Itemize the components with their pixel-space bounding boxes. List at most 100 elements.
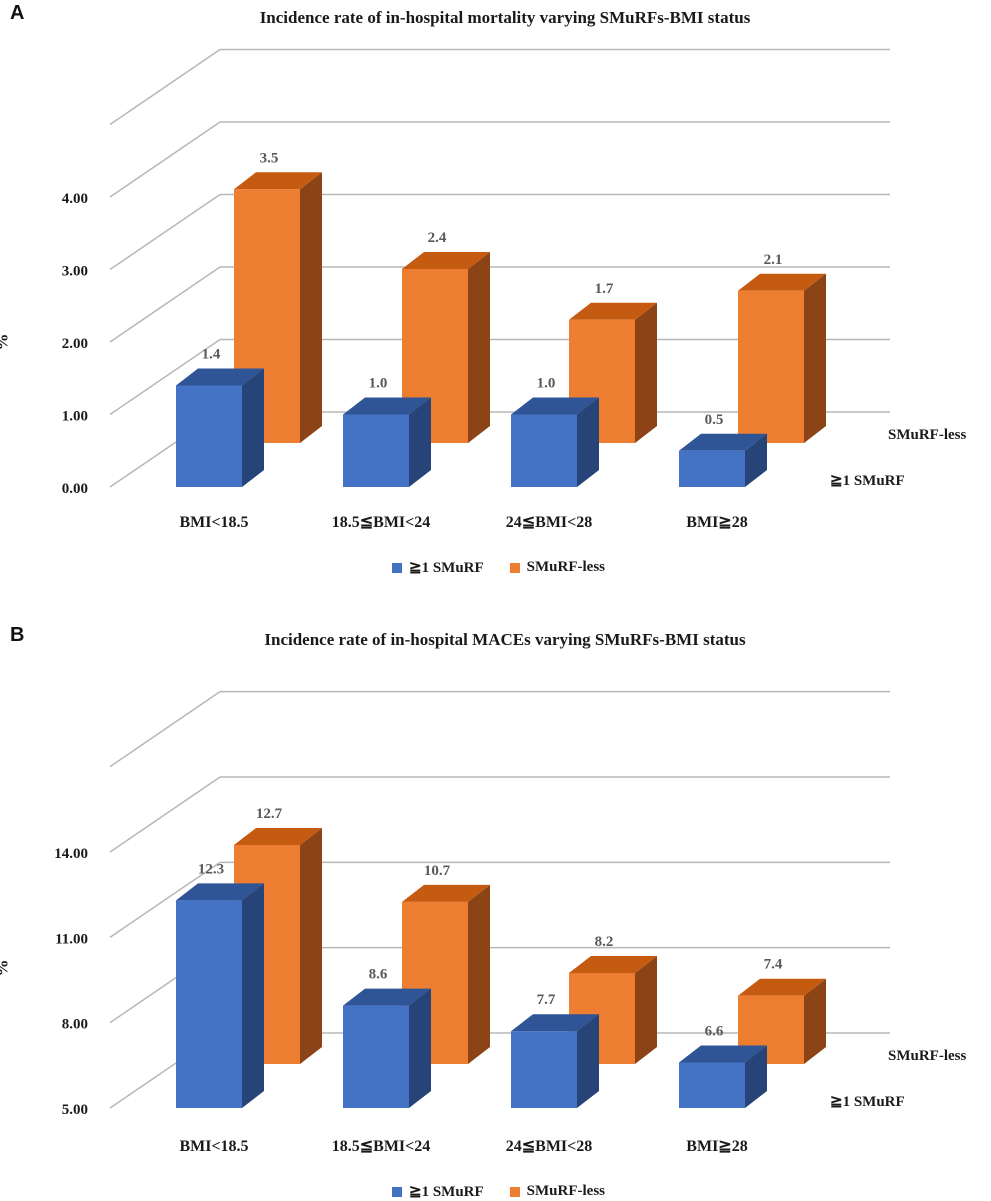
bar-smurf-front	[679, 1062, 745, 1108]
y-tick-label: 3.00	[62, 264, 88, 280]
y-tick-label: 11.00	[55, 931, 88, 947]
panel-letter: A	[10, 2, 25, 24]
bar-smurf-front	[176, 385, 242, 487]
data-label: 3.5	[260, 150, 279, 166]
x-tick-label: BMI≧28	[686, 514, 747, 531]
legend-swatch-orange	[509, 562, 520, 573]
gridline-diagonal	[109, 338, 221, 416]
chart-title: Incidence rate of in-hospital mortality …	[259, 8, 751, 27]
legend: ≧1 SMuRF SMuRF-less	[392, 1182, 631, 1201]
y-axis-label: %	[0, 960, 13, 977]
bar-smurf-less-top	[738, 978, 826, 996]
legend-item-smurf: ≧1 SMuRF	[392, 1182, 484, 1201]
bar-smurf-less-top	[569, 302, 657, 320]
data-label: 12.3	[198, 861, 224, 877]
x-tick-label: 18.5≦BMI<24	[332, 1138, 431, 1155]
panel-letter: B	[10, 624, 25, 646]
data-label: 1.4	[202, 347, 221, 363]
depth-label: ≧1 SMuRF	[830, 473, 905, 489]
bar-smurf	[343, 397, 431, 487]
bar-smurf	[511, 1014, 599, 1108]
y-tick-label: 4.00	[62, 191, 88, 207]
y-tick-label: 8.00	[62, 1017, 88, 1033]
bar-smurf-less-top	[234, 827, 322, 845]
data-label: 1.7	[595, 281, 614, 297]
x-tick-label: 18.5≦BMI<24	[332, 514, 431, 531]
data-label: 2.1	[764, 252, 783, 268]
bar-smurf-less-top	[402, 884, 490, 902]
bar-smurf-front	[343, 414, 409, 487]
data-label: 12.7	[256, 806, 283, 822]
bar-smurf-front	[343, 1005, 409, 1108]
legend-item-smurf-less: SMuRF-less	[509, 559, 605, 576]
data-label: 1.0	[369, 376, 388, 392]
bar-smurf-front	[679, 450, 745, 487]
bar-smurf-top	[176, 368, 264, 386]
x-tick-label: 24≦BMI<28	[506, 1138, 593, 1155]
chart-panel-b: 5.00 8.00 11.00 14.00 12.7 10.7 8.2 7.4 12.3 8.6 7…	[0, 600, 991, 1200]
depth-label: SMuRF-less	[888, 1048, 966, 1064]
bar-smurf-side	[745, 1045, 767, 1108]
y-tick-label: 1.00	[62, 409, 88, 425]
bar-smurf-side	[577, 1014, 599, 1108]
data-label: 7.4	[764, 957, 783, 973]
gridline-diagonal	[109, 121, 221, 198]
data-label: 7.7	[537, 992, 556, 1008]
bar-smurf-less-top	[402, 252, 490, 269]
legend: ≧1 SMuRF SMuRF-less	[392, 558, 631, 577]
bar-smurf-less-side	[635, 955, 657, 1064]
bar-smurf-front	[511, 1031, 577, 1108]
gridline-diagonal	[109, 776, 221, 853]
bar-smurf-side	[409, 988, 431, 1108]
bar-smurf	[679, 1045, 767, 1108]
legend-item-smurf: ≧1 SMuRF	[392, 558, 484, 577]
y-tick-label: 14.00	[54, 846, 88, 862]
bar-smurf-side	[242, 883, 264, 1108]
x-tick-label: BMI≧28	[686, 1138, 747, 1155]
bar-smurf	[176, 883, 264, 1108]
chart-b-svg: 5.00 8.00 11.00 14.00 12.7 10.7 8.2 7.4 12.3 8.6 7…	[54, 690, 966, 1155]
data-label: 8.2	[595, 934, 614, 950]
bar-smurf-top	[679, 1045, 767, 1063]
gridline-diagonal	[109, 48, 221, 126]
bar-smurf-less-side	[468, 884, 490, 1064]
x-tick-label: BMI<18.5	[179, 1138, 248, 1155]
bar-smurf	[679, 433, 767, 487]
legend-item-smurf-less: SMuRF-less	[509, 1183, 605, 1200]
data-label: 2.4	[428, 230, 447, 246]
chart-a-svg: 0.00 1.00 2.00 3.00 4.00 3.5 2.4 1.7 2.1 1.4 1.0 1.…	[62, 48, 966, 531]
y-axis-label: %	[0, 334, 13, 351]
gridline-diagonal	[109, 193, 221, 271]
bar-smurf-side	[242, 368, 264, 487]
data-label: 10.7	[424, 863, 451, 879]
bar-smurf-less	[402, 252, 490, 443]
bar-smurf-less-side	[468, 252, 490, 443]
x-tick-label: BMI<18.5	[179, 514, 248, 531]
bar-smurf-less-front	[738, 290, 804, 443]
legend-swatch-orange	[509, 1186, 520, 1197]
bar-smurf-less-side	[804, 978, 826, 1064]
legend-label: ≧1 SMuRF	[409, 1184, 484, 1200]
x-tick-label: 24≦BMI<28	[506, 514, 593, 531]
bar-smurf	[176, 368, 264, 487]
bar-smurf-less-side	[300, 827, 322, 1064]
bar-smurf-side	[577, 397, 599, 487]
bar-smurf-side	[409, 397, 431, 487]
bar-smurf-side	[745, 433, 767, 487]
bar-smurf-front	[176, 900, 242, 1108]
data-label: 0.5	[705, 412, 724, 428]
bar-smurf-top	[511, 397, 599, 415]
chart-panel-a: 0.00 1.00 2.00 3.00 4.00 3.5 2.4 1.7 2.1 1.4 1.0 1.…	[0, 0, 991, 600]
gridline-diagonal	[109, 691, 221, 768]
data-label: 8.6	[369, 967, 388, 983]
bar-smurf	[343, 988, 431, 1108]
bar-smurf-less-side	[804, 273, 826, 443]
legend-swatch-blue	[392, 1186, 402, 1197]
legend-label: SMuRF-less	[526, 559, 605, 575]
y-tick-label: 0.00	[62, 481, 88, 497]
bar-smurf-front	[511, 414, 577, 487]
data-label: 6.6	[705, 1023, 724, 1039]
chart-title: Incidence rate of in-hospital MACEs vary…	[264, 630, 746, 649]
legend-label: SMuRF-less	[526, 1183, 605, 1199]
bar-smurf-less	[234, 172, 322, 443]
